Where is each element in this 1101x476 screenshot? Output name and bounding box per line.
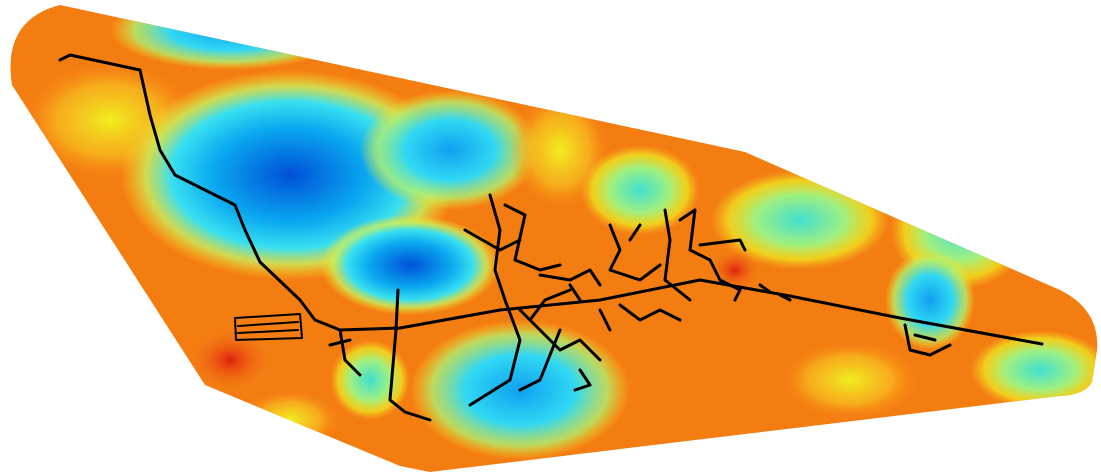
surface-blob [580, 145, 700, 235]
map [0, 0, 1101, 476]
surface-blob [240, 390, 340, 450]
page [0, 0, 1101, 476]
surface-blob [780, 340, 920, 420]
surface [0, 0, 1101, 476]
surface-blob [320, 215, 500, 315]
surface-blob [885, 250, 975, 350]
